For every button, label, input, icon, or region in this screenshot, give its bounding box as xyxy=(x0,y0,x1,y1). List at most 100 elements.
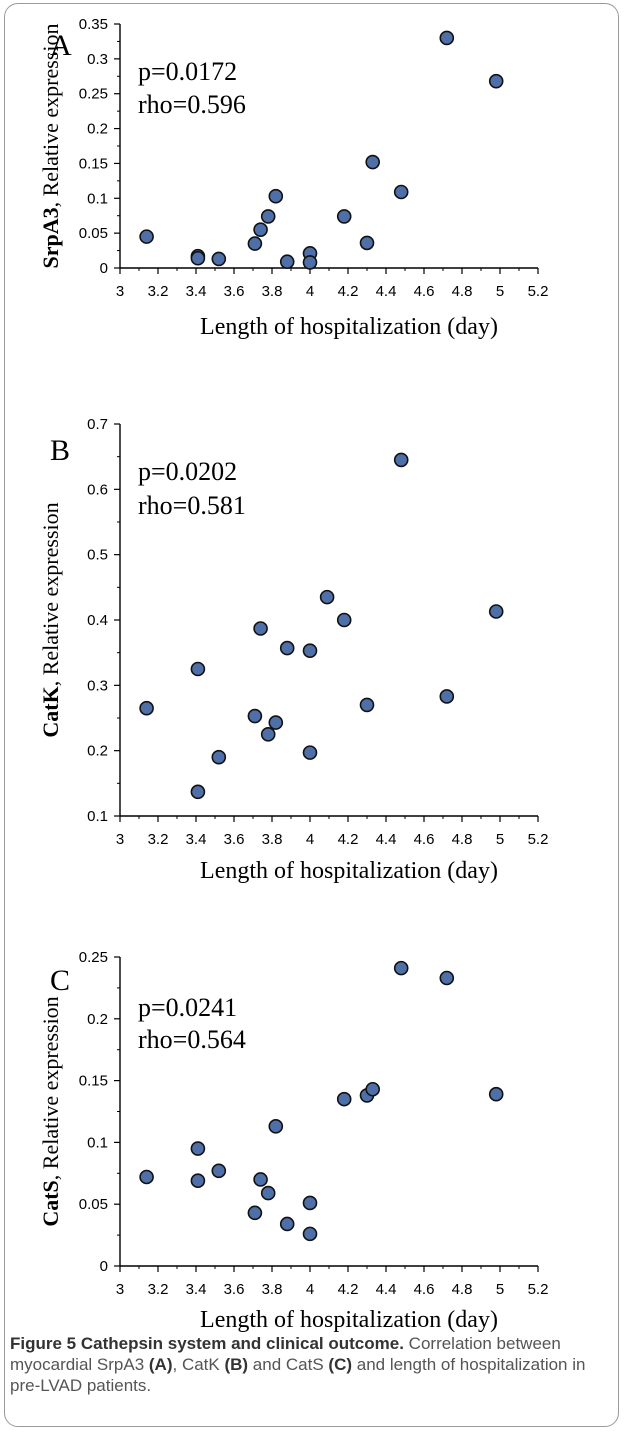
y-tick-label: 0.15 xyxy=(79,1073,108,1090)
x-tick-label: 4.2 xyxy=(338,283,359,300)
y-tick-label: 0.05 xyxy=(79,1196,108,1213)
y-tick-label: 0.2 xyxy=(87,1011,108,1028)
data-point xyxy=(139,229,154,244)
y-axis-label: CatS, Relative expression xyxy=(38,996,63,1226)
y-tick-label: 0.3 xyxy=(87,677,108,694)
data-point xyxy=(336,209,352,224)
data-point xyxy=(302,1226,318,1242)
y-tick-label: 0.1 xyxy=(87,1134,108,1151)
data-point xyxy=(439,30,455,46)
y-axis-label-rest: , Relative expression xyxy=(38,996,63,1180)
x-tick-label: 3.6 xyxy=(224,283,245,300)
x-tick-label: 4.8 xyxy=(452,1281,473,1298)
x-tick-label: 3.2 xyxy=(148,283,169,300)
x-tick-label: 4 xyxy=(306,831,314,848)
x-tick-label: 3 xyxy=(116,1281,124,1298)
data-point xyxy=(279,1216,295,1232)
data-point xyxy=(253,1172,268,1187)
data-point xyxy=(253,222,268,237)
x-tick-label: 4.4 xyxy=(376,1281,397,1298)
data-point xyxy=(439,970,455,986)
y-tick-label: 0.3 xyxy=(87,51,108,68)
caption-text-4: and length of hospitalization in pre-LVA… xyxy=(10,1355,586,1395)
y-tick-label: 0.15 xyxy=(79,155,108,172)
x-tick-label: 4 xyxy=(306,1281,314,1298)
y-axis-label-rest: , Relative expression xyxy=(38,23,63,207)
x-tick-label: 5.2 xyxy=(528,831,549,848)
x-tick-label: 5.2 xyxy=(528,1281,549,1298)
x-tick-label: 3 xyxy=(116,283,124,300)
x-tick-label: 3.8 xyxy=(262,1281,283,1298)
rho-annotation: rho=0.581 xyxy=(138,491,246,520)
x-tick-label: 5.2 xyxy=(528,283,549,300)
data-point xyxy=(302,745,318,760)
data-point xyxy=(268,715,284,730)
data-point xyxy=(260,1185,276,1201)
y-axis-label-bold: SrpA3 xyxy=(38,207,63,268)
caption-figure-title: Figure 5 Cathepsin system and clinical o… xyxy=(10,1334,404,1353)
data-point xyxy=(336,1091,352,1107)
rho-annotation: rho=0.564 xyxy=(138,1025,246,1054)
x-tick-label: 4.6 xyxy=(414,831,435,848)
data-point xyxy=(247,1205,263,1221)
y-tick-label: 0.35 xyxy=(79,16,108,33)
data-point xyxy=(247,708,263,724)
x-tick-label: 3.4 xyxy=(186,831,207,848)
y-tick-label: 0 xyxy=(100,260,108,277)
panel-label: C xyxy=(50,964,70,997)
x-tick-label: 5 xyxy=(496,283,504,300)
x-tick-label: 3.4 xyxy=(186,1281,207,1298)
y-axis-label-bold: CatS xyxy=(38,1180,63,1226)
x-tick-label: 4.2 xyxy=(338,1281,359,1298)
x-tick-label: 4.4 xyxy=(376,831,397,848)
x-tick-label: 4.4 xyxy=(376,283,397,300)
x-tick-label: 5 xyxy=(496,831,504,848)
data-point xyxy=(393,184,409,200)
figure-caption: Figure 5 Cathepsin system and clinical o… xyxy=(10,1333,610,1396)
data-point xyxy=(365,1081,381,1097)
x-tick-label: 4.8 xyxy=(452,831,473,848)
x-tick-label: 4.6 xyxy=(414,1281,435,1298)
y-tick-label: 0 xyxy=(100,1258,108,1275)
data-point xyxy=(488,604,504,619)
y-axis-label: CatK, Relative expression xyxy=(38,502,63,737)
x-tick-label: 4.8 xyxy=(452,283,473,300)
data-point xyxy=(139,700,154,716)
data-point xyxy=(393,452,409,468)
x-tick-label: 3.8 xyxy=(262,831,283,848)
data-point xyxy=(359,697,375,713)
data-point xyxy=(260,727,276,742)
figure-frame xyxy=(4,3,619,1427)
x-tick-label: 3.2 xyxy=(148,831,169,848)
panel-label: A xyxy=(50,29,72,62)
figure-svg: 3 3.2 3.4 3.6 3.8 4 4.2 4.4 4.6 4.8 5 5.2 0 0.05 0.1 0.… xyxy=(38,16,548,1332)
y-tick-label: 0.7 xyxy=(87,416,108,433)
x-axis-label: Length of hospitalization (day) xyxy=(200,314,498,340)
y-axis-label-bold: CatK xyxy=(38,686,63,737)
y-axis-label-rest: , Relative expression xyxy=(38,502,63,686)
x-axis-label: Length of hospitalization (day) xyxy=(200,858,498,884)
rho-annotation: rho=0.596 xyxy=(138,90,246,119)
data-point xyxy=(319,589,335,605)
x-tick-label: 4 xyxy=(306,283,314,300)
data-point xyxy=(247,236,263,251)
caption-label-c: (C) xyxy=(328,1355,353,1374)
y-tick-label: 0.4 xyxy=(87,612,108,629)
data-point xyxy=(211,1163,227,1179)
data-point xyxy=(211,251,227,267)
p-value-annotation: p=0.0241 xyxy=(138,993,237,1022)
y-tick-label: 0.6 xyxy=(87,481,108,498)
data-point xyxy=(190,661,206,677)
data-point xyxy=(260,209,276,224)
data-point xyxy=(365,154,381,170)
y-tick-label: 0.5 xyxy=(87,547,108,564)
data-point xyxy=(488,73,504,89)
chart-panel-c: 3 3.2 3.4 3.6 3.8 4 4.2 4.4 4.6 4.8 5 5.2 0 0.05 0.1 0.… xyxy=(38,949,548,1332)
chart-panel-a: 3 3.2 3.4 3.6 3.8 4 4.2 4.4 4.6 4.8 5 5.2 0 0.05 0.1 0.… xyxy=(38,16,548,340)
data-point xyxy=(211,749,227,765)
chart-panel-b: 3 3.2 3.4 3.6 3.8 4 4.2 4.4 4.6 4.8 5 5.2 0.1 0.2 0.3 0… xyxy=(38,416,548,884)
caption-text-1: Correlation between myocardial SrpA3 xyxy=(10,1334,561,1374)
caption-text-2: , CatK xyxy=(172,1355,225,1374)
data-point xyxy=(268,1119,284,1134)
data-point xyxy=(190,1173,206,1189)
